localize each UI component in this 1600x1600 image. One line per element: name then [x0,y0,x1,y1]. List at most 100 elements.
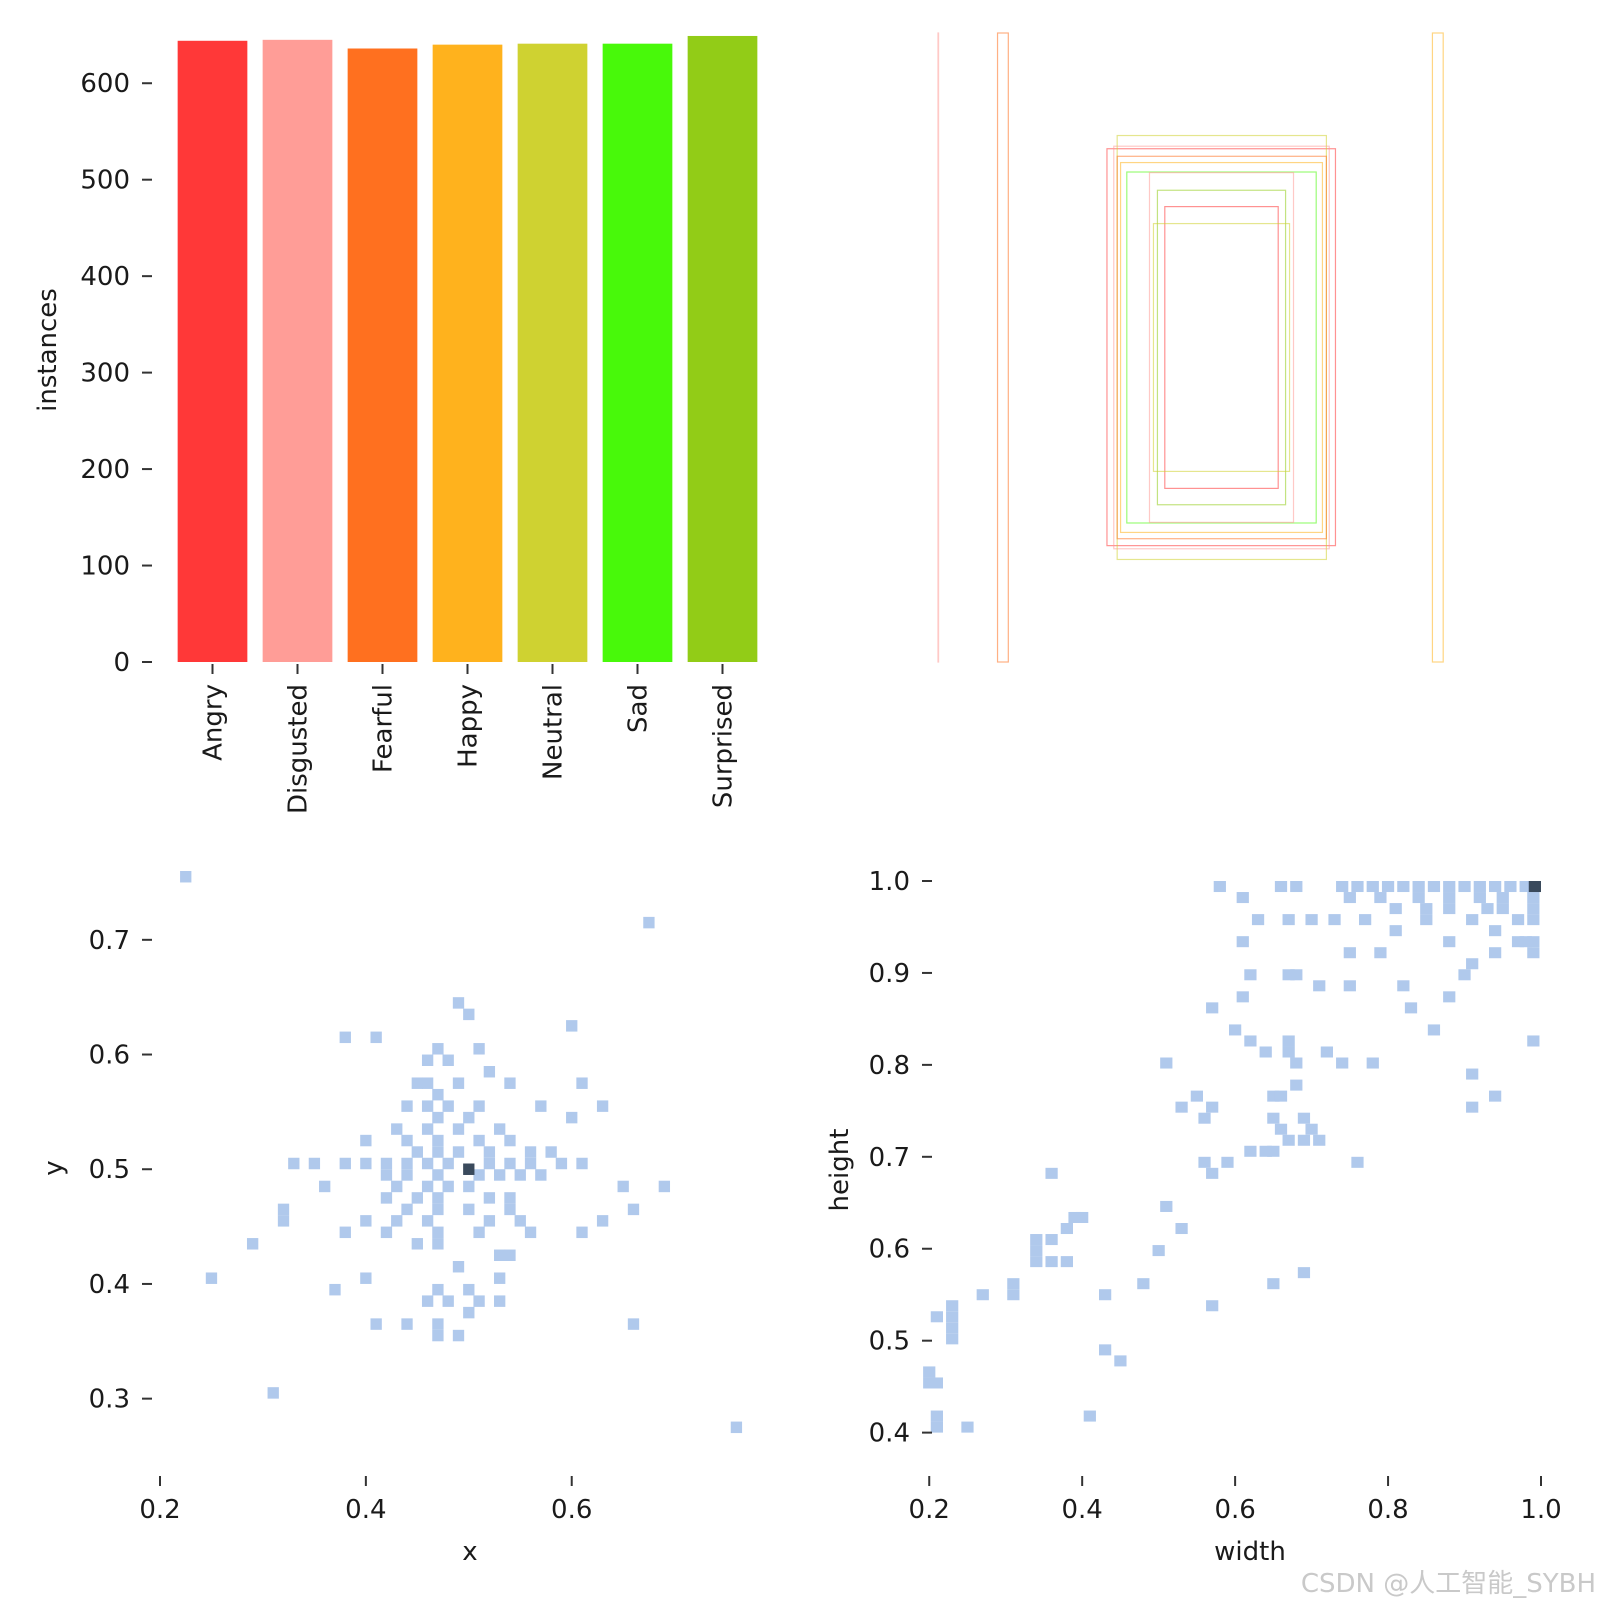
heatmap-cell [930,1410,943,1422]
heatmap-cell [1343,980,1356,992]
heatmap-cell [1175,1101,1188,1113]
heatmap-cell [566,1111,578,1124]
heatmap-cell [1282,914,1295,926]
heatmap-cell [1466,958,1479,970]
heatmap-cell [576,1157,588,1170]
bounding-box-6 [1119,161,1324,534]
heatmap-cell [1389,903,1402,915]
heatmap-cell [1366,1057,1379,1069]
bars-group [177,35,758,663]
heatmap-cell [473,1043,485,1055]
heatmap-cell [380,1157,393,1170]
y-axis: 0.3 0.4 0.5 0.6 0.7 [89,926,152,1415]
bar-surprised [687,35,758,663]
heatmap-cell [494,1272,506,1284]
heatmap-cell [1274,1123,1288,1135]
heatmap-cell [370,1031,382,1044]
heatmap-cell [401,1318,413,1330]
heatmap-cell [1527,892,1540,904]
heatmap-cell [421,1077,434,1089]
heatmap-cell [452,1146,465,1158]
heatmap-cell [360,1215,372,1227]
heatmap-cell [1267,1090,1280,1102]
x-tick-label: 0.4 [1061,1495,1102,1525]
heatmap-cell [1443,991,1456,1003]
heatmap-cell [1267,1112,1280,1124]
y-tick-label: 0.6 [869,1235,910,1265]
heatmap-cell [1336,1057,1349,1069]
heatmap-cell [391,1215,403,1227]
heatmap-cell [1351,1156,1364,1168]
bounding-box-1 [996,32,1009,663]
bounding-box-4 [1116,134,1327,561]
x-tick-label: 0.2 [909,1495,950,1525]
heatmap-cell [452,997,465,1009]
heatmap-cell [1099,1344,1112,1356]
heatmap-cell [545,1146,557,1158]
heatmap-cell [524,1226,537,1239]
heatmap-cell [432,1238,444,1250]
heatmap-cell [432,1111,444,1124]
heatmap-cell [411,1238,423,1250]
heatmap-cell [1190,1090,1203,1102]
heatmap-cell [566,1020,578,1032]
heatmap-cell [401,1157,413,1170]
heatmap-cell [1313,980,1326,992]
heatmap-cell [1244,1145,1257,1157]
heatmap-cell [1259,1046,1272,1058]
x-tick-label: Angry [199,684,229,761]
heatmap-cell [1221,1156,1234,1168]
heatmap-cell [277,1203,290,1216]
heatmap-cell [1282,1035,1295,1047]
heatmap-cell [1160,1057,1173,1069]
heatmap-cell [946,1322,959,1334]
heatmap-cell [1473,881,1486,893]
heatmap-cell [946,1300,959,1312]
heatmap-cell [617,1180,629,1193]
heatmap-cell [308,1157,321,1170]
heatmap-cell [1489,947,1502,959]
heatmap-cell [1305,1123,1318,1135]
y-axis-label: instances [33,288,63,412]
heatmap-cell [1420,903,1433,915]
heatmap-cell [1045,1167,1058,1179]
heatmap-cell [1236,991,1249,1003]
heatmap-peak-cell [1528,881,1541,893]
y-tick-label: 200 [80,455,130,485]
heatmap-cell [473,1134,485,1147]
x-tick-label: Sad [624,684,654,733]
heatmap-cell [1198,1112,1211,1124]
width-height-heatmap: 0.4 0.5 0.6 0.7 0.8 0.9 1.0 0.2 0.4 0.6 0.8 1.0 wi… [825,867,1562,1567]
heatmap-cell [421,1123,434,1135]
heatmap-cell [483,1192,496,1204]
heatmap-cell [1114,1355,1127,1367]
bar-happy [432,44,503,662]
heatmap-cell [329,1283,341,1296]
heatmap-cell [360,1272,372,1284]
heatmap-cell [976,1289,989,1301]
heatmap-cell [1251,914,1265,926]
heatmap-cell [1527,947,1540,959]
bounding-box-11 [1152,222,1291,473]
heatmap-cell [494,1295,506,1307]
heatmap-cell [483,1146,496,1158]
heatmap-cell [1198,1156,1211,1168]
heatmap-cell [267,1387,279,1399]
y-axis: 0.4 0.5 0.6 0.7 0.8 0.9 1.0 [869,867,932,1449]
heatmap-cell [1458,881,1471,893]
heatmap-cell [1045,1256,1058,1268]
heatmap-cell [360,1134,372,1147]
heatmap-cell [946,1311,959,1323]
heatmap-cell [504,1203,516,1216]
heatmap-cell [1244,969,1257,981]
heatmap-cell [1504,881,1517,893]
x-tick-label: 0.4 [345,1495,386,1525]
heatmap-cell [432,1134,444,1147]
heatmap-cell [473,1169,485,1181]
heatmap-cell [961,1421,974,1433]
bar-disgusted [262,39,333,663]
heatmap-cell [473,1295,485,1307]
heatmap-cell [1297,1267,1311,1279]
heatmap-cell [494,1249,506,1261]
x-tick-label: 0.8 [1367,1495,1408,1525]
